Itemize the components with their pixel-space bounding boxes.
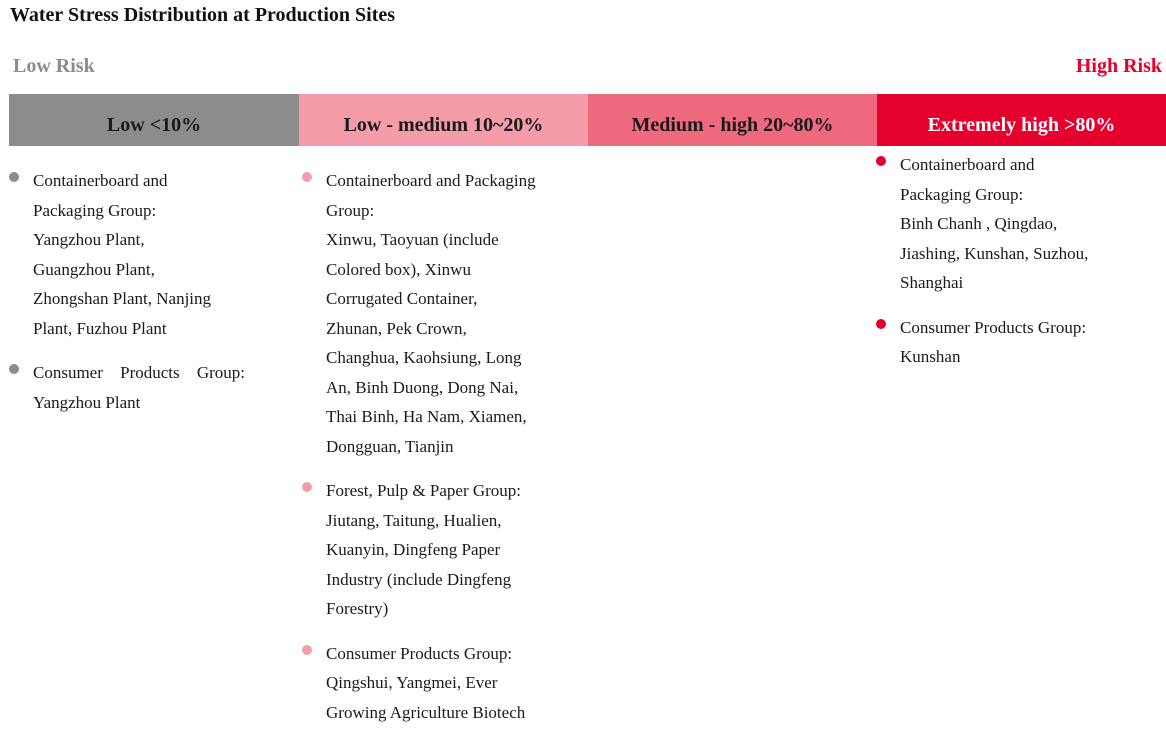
item-line: Containerboard and: [900, 155, 1035, 174]
item-line: Group:: [326, 200, 375, 220]
bullet-dot-icon: [876, 156, 886, 166]
item-line: Xinwu, Taoyuan (include: [326, 230, 499, 249]
bullet-dot-icon: [9, 364, 19, 374]
bullet-dot-icon: [302, 482, 312, 492]
column-low: Containerboard and Packaging Group: Yang…: [9, 166, 269, 432]
high-risk-label: High Risk: [1075, 55, 1162, 77]
item-line: Forest, Pulp & Paper Group:: [326, 481, 522, 500]
list-item: Consumer Products Group: Qingshui, Yangm…: [302, 639, 564, 728]
category-header-medium-high: Medium - high 20~80%: [588, 94, 877, 146]
list-item: Containerboard and Packaging Group: Xinw…: [302, 166, 564, 461]
list-item: Containerboard and Packaging Group: Binh…: [876, 150, 1138, 298]
item-line: Packaging Group:: [900, 184, 1024, 204]
item-line: Yangzhou Plant: [33, 392, 141, 412]
item-line: Changhua, Kaohsiung, Long: [326, 348, 522, 367]
item-line: Thai Binh, Ha Nam, Xiamen,: [326, 407, 527, 426]
item-line: Kunshan: [900, 347, 961, 366]
water-stress-scale-bar: Low <10% Low - medium 10~20% Medium - hi…: [9, 94, 1166, 146]
list-item: Forest, Pulp & Paper Group: Jiutang, Tai…: [302, 476, 564, 624]
item-line: Consumer Products Group:: [900, 317, 1087, 337]
item-line: Jiashing, Kunshan, Suzhou,: [900, 243, 1089, 263]
bullet-dot-icon: [9, 172, 19, 182]
item-line: Containerboard and Packaging: [326, 171, 536, 190]
item-line: Consumer Products Group:: [33, 358, 245, 388]
category-header-extremely-high: Extremely high >80%: [877, 94, 1166, 146]
item-line: Dongguan, Tianjin: [326, 436, 454, 456]
list-item: Containerboard and Packaging Group: Yang…: [9, 166, 269, 343]
item-line: Kuanyin, Dingfeng Paper: [326, 540, 501, 559]
list-item: Consumer Products Group: Kunshan: [876, 313, 1138, 372]
item-line: Consumer Products Group:: [326, 643, 513, 663]
word: Products: [120, 363, 180, 382]
low-risk-label: Low Risk: [13, 55, 95, 77]
column-low-medium: Containerboard and Packaging Group: Xinw…: [302, 166, 564, 742]
word: Group:: [196, 363, 245, 382]
item-line: Zhongshan Plant, Nanjing: [33, 289, 212, 308]
item-line: Containerboard and: [33, 171, 168, 190]
item-line: Qingshui, Yangmei, Ever: [326, 673, 498, 692]
item-line: Industry (include Dingfeng: [326, 569, 512, 589]
item-line: Binh Chanh , Qingdao,: [900, 214, 1058, 233]
category-header-low: Low <10%: [9, 94, 299, 146]
item-line: Corrugated Container,: [326, 289, 478, 308]
bullet-dot-icon: [302, 644, 312, 655]
bullet-dot-icon: [302, 172, 312, 182]
item-line: Yangzhou Plant,: [33, 230, 145, 249]
item-line: Guangzhou Plant,: [33, 259, 155, 279]
category-header-low-medium: Low - medium 10~20%: [299, 94, 588, 146]
item-line: Packaging Group:: [33, 200, 157, 220]
item-line: An, Binh Duong, Dong Nai,: [326, 377, 519, 397]
item-line: Plant, Fuzhou Plant: [33, 318, 167, 338]
item-line: Jiutang, Taitung, Hualien,: [326, 510, 502, 530]
word: Consumer: [33, 363, 103, 382]
item-line: Shanghai: [900, 273, 964, 292]
item-line: Forestry): [326, 599, 389, 618]
item-line: Zhunan, Pek Crown,: [326, 318, 467, 338]
item-line: Growing Agriculture Biotech: [326, 702, 526, 722]
page-title: Water Stress Distribution at Production …: [10, 4, 396, 26]
bullet-dot-icon: [876, 318, 886, 329]
list-item: Consumer Products Group: Yangzhou Plant: [9, 358, 269, 417]
item-line: Colored box), Xinwu: [326, 259, 471, 279]
column-extremely-high: Containerboard and Packaging Group: Binh…: [876, 150, 1138, 387]
